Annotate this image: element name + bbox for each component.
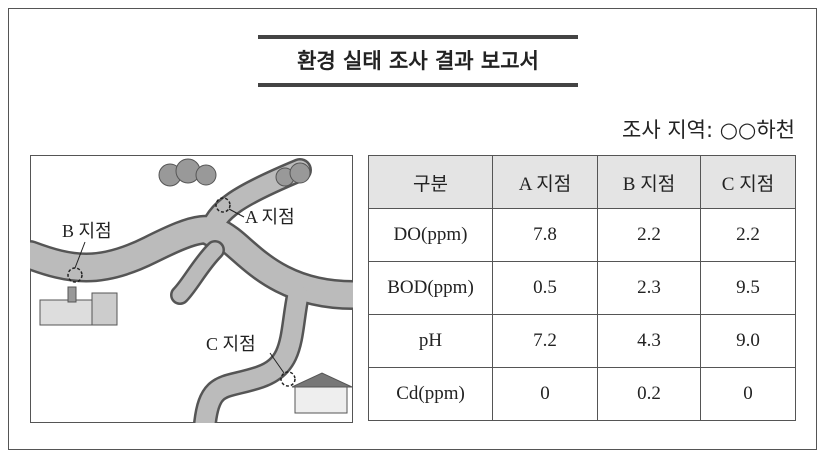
page: 환경 실태 조사 결과 보고서 조사 지역: ○○하천: [8, 8, 817, 450]
cell: 0: [700, 367, 796, 421]
cell: 4.3: [597, 314, 701, 368]
map: A 지점 B 지점 C 지점: [30, 155, 353, 423]
column-header: C 지점: [700, 155, 796, 209]
cell: 9.5: [700, 261, 796, 315]
row: DO(ppm) 7.8 2.2 2.2: [368, 208, 796, 262]
location: 조사 지역: ○○하천: [622, 118, 795, 142]
cell: 0.2: [597, 367, 701, 421]
data-table: 구분 A 지점 B 지점 C 지점 DO(ppm) 7.8 2.2 2.2 BOD(p…: [368, 155, 796, 421]
row: pH 7.2 4.3 9.0: [368, 314, 796, 368]
map-label: B 지점: [62, 221, 112, 241]
row: Cd(ppm) 0 0.2 0: [368, 367, 796, 421]
cell: 9.0: [700, 314, 796, 368]
cell: 7.2: [492, 314, 598, 368]
cell: pH: [368, 314, 493, 368]
column-header: B 지점: [597, 155, 701, 209]
column-header: 구분: [368, 155, 493, 209]
cell: 0.5: [492, 261, 598, 315]
cell: 0: [492, 367, 598, 421]
cell: Cd(ppm): [368, 367, 493, 421]
cell: 7.8: [492, 208, 598, 262]
map-label: A 지점: [245, 207, 295, 227]
cell: DO(ppm): [368, 208, 493, 262]
title: 환경 실태 조사 결과 보고서: [258, 35, 578, 87]
cell: 2.2: [700, 208, 796, 262]
row: BOD(ppm) 0.5 2.3 9.5: [368, 261, 796, 315]
cell: 2.2: [597, 208, 701, 262]
cell: 2.3: [597, 261, 701, 315]
map-label: C 지점: [206, 334, 256, 354]
column-header: A 지점: [492, 155, 598, 209]
header-row: 구분 A 지점 B 지점 C 지점: [368, 155, 796, 209]
cell: BOD(ppm): [368, 261, 493, 315]
